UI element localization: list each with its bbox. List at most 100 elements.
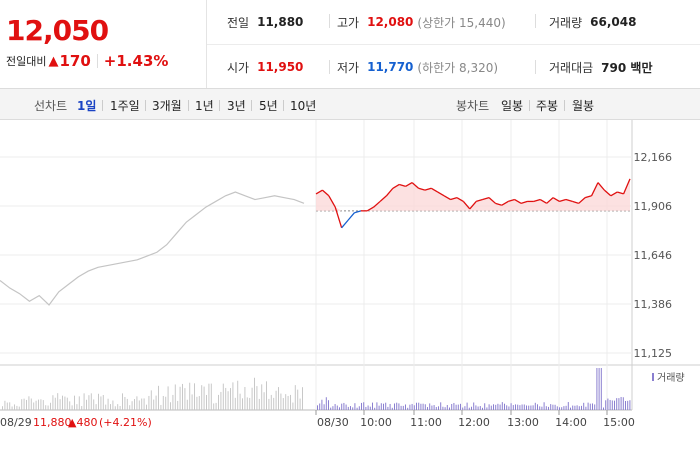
tab-daily-candle[interactable]: 일봉 (501, 97, 523, 114)
change-percent: +1.43% (104, 52, 169, 70)
volume-bar-today (361, 403, 362, 410)
stat-label: 고가 (337, 14, 359, 31)
volume-bar-today (548, 407, 549, 410)
prev-day-pct: (+4.21%) (99, 416, 152, 429)
volume-bar-prev-day (240, 394, 241, 410)
x-tick-label: 15:00 (603, 416, 635, 429)
tab-10y[interactable]: 10년 (290, 97, 316, 114)
stat-value: 11,880 (257, 15, 303, 29)
volume-bar-today (610, 400, 611, 410)
volume-bar-prev-day (115, 406, 116, 410)
volume-bar-prev-day (151, 390, 152, 410)
volume-bar-prev-day (62, 396, 63, 410)
volume-bar-today (460, 404, 461, 410)
y-tick-label: 11,906 (634, 200, 673, 213)
volume-bar-today (504, 404, 505, 410)
volume-bar-today (570, 408, 571, 410)
volume-bar-prev-day (127, 399, 128, 410)
volume-bar-today (601, 368, 602, 410)
volume-bar-today (522, 404, 523, 410)
volume-bar-prev-day (48, 406, 49, 410)
volume-bar-today (482, 408, 483, 410)
volume-bar-prev-day (264, 392, 265, 410)
tab-weekly-candle[interactable]: 주봉 (536, 97, 558, 114)
volume-bar-today (629, 400, 630, 410)
volume-bar-today (568, 402, 569, 410)
volume-bar-today (614, 401, 615, 410)
prev-day-change: ▲480 (68, 416, 97, 429)
volume-bar-today (392, 408, 393, 410)
y-tick-label: 11,386 (634, 298, 673, 311)
volume-bar-prev-day (50, 403, 51, 410)
volume-bar-today (317, 405, 318, 410)
volume-bar-today (541, 407, 542, 410)
volume-bar-prev-day (144, 398, 145, 410)
volume-bar-today (425, 404, 426, 410)
volume-bar-prev-day (103, 395, 104, 410)
volume-bar-prev-day (276, 391, 277, 410)
stat-sub: (하한가 8,320) (417, 59, 498, 76)
volume-bar-today (451, 404, 452, 410)
tab-5y[interactable]: 5년 (259, 97, 278, 114)
volume-bar-today (427, 407, 428, 410)
volume-bar-prev-day (228, 391, 229, 410)
volume-legend: 거래량 (657, 372, 685, 384)
volume-bar-today (370, 407, 371, 410)
volume-bar-today (583, 403, 584, 410)
volume-bar-prev-day (235, 398, 236, 410)
stat-high: 고가 12,080 (상한가 15,440) (337, 12, 506, 32)
volume-bar-today (618, 398, 619, 410)
volume-bar-prev-day (252, 388, 253, 410)
volume-bar-prev-day (132, 401, 133, 410)
volume-bar-today (335, 404, 336, 410)
period-tabbar: 선차트 1일 1주일 3개월 1년 3년 5년 10년 봉차트 일봉 주봉 월봉 (0, 88, 700, 120)
volume-bar-today (495, 405, 496, 410)
volume-bar-today (343, 403, 344, 410)
volume-bar-prev-day (232, 382, 233, 410)
tab-monthly-candle[interactable]: 월봉 (572, 97, 594, 114)
volume-bar-today (462, 408, 463, 410)
tab-3m[interactable]: 3개월 (152, 97, 182, 114)
volume-bar-today (563, 406, 564, 410)
volume-bar-prev-day (12, 406, 13, 410)
volume-bar-today (511, 403, 512, 410)
stat-value: 66,048 (590, 15, 636, 29)
volume-bar-today (416, 403, 417, 410)
volume-bar-prev-day (199, 396, 200, 410)
volume-bar-prev-day (266, 381, 267, 410)
tab-1y[interactable]: 1년 (195, 97, 214, 114)
volume-bar-prev-day (19, 407, 20, 410)
volume-bar-prev-day (201, 385, 202, 410)
change-value: 170 (59, 52, 90, 70)
volume-bar-prev-day (211, 384, 212, 410)
tab-3y[interactable]: 3년 (227, 97, 246, 114)
volume-bar-prev-day (108, 399, 109, 410)
volume-bar-today (434, 405, 435, 410)
volume-bar-prev-day (141, 399, 142, 410)
x-tick-label: 14:00 (555, 416, 587, 429)
volume-bar-prev-day (160, 405, 161, 410)
stat-value: 12,080 (367, 15, 413, 29)
volume-bar-prev-day (184, 388, 185, 410)
volume-bar-today (561, 407, 562, 410)
volume-bar-today (546, 406, 547, 410)
change-row: 전일대비 ▲ 170 +1.43% (6, 52, 168, 70)
volume-bar-prev-day (67, 398, 68, 410)
volume-bar-prev-day (43, 400, 44, 410)
volume-bar-prev-day (273, 398, 274, 410)
volume-bar-today (621, 397, 622, 410)
volume-bar-prev-day (84, 393, 85, 410)
tab-1d[interactable]: 1일 (77, 97, 96, 114)
volume-bar-today (363, 402, 364, 410)
volume-bar-prev-day (129, 405, 130, 410)
divider (535, 60, 536, 74)
volume-bar-today (506, 405, 507, 410)
volume-bar-today (469, 408, 470, 410)
divider (283, 100, 284, 111)
volume-bar-today (390, 404, 391, 410)
volume-bar-prev-day (9, 402, 10, 410)
tab-1w[interactable]: 1주일 (110, 97, 140, 114)
stat-sub: (상한가 15,440) (417, 14, 505, 31)
volume-bar-today (530, 406, 531, 410)
volume-bar-today (456, 405, 457, 410)
